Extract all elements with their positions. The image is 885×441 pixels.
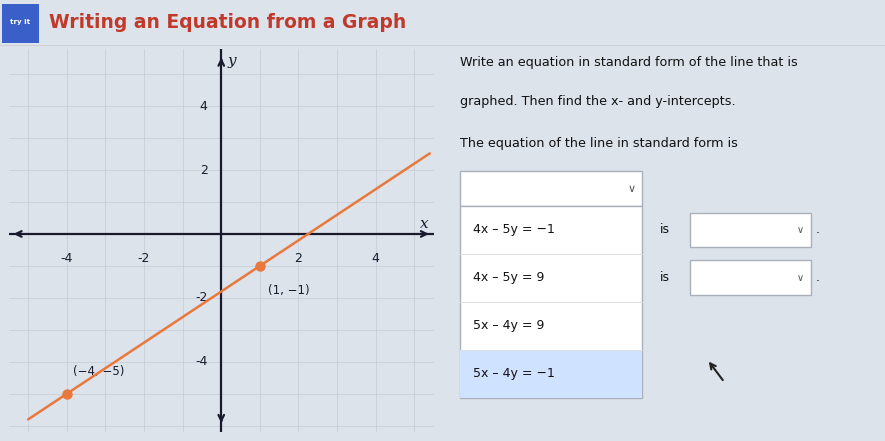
Bar [2,4,39,43]
Text: Writing an Equation from a Graph: Writing an Equation from a Graph [49,13,406,32]
Text: x: x [419,217,428,231]
Bar [689,261,812,295]
Text: is: is [659,271,669,284]
Text: 4: 4 [200,100,208,112]
Text: ∨: ∨ [796,225,804,235]
Text: -4: -4 [196,355,208,368]
Text: is: is [659,223,669,236]
Text: 2: 2 [295,251,303,265]
Text: Write an equation in standard form of the line that is: Write an equation in standard form of th… [460,56,797,69]
Text: 2: 2 [200,164,208,176]
Text: .: . [816,223,820,236]
Text: (1, −1): (1, −1) [267,284,309,296]
Text: (−4, −5): (−4, −5) [73,365,124,378]
Bar [460,206,643,398]
Bar [460,350,643,398]
Text: ∨: ∨ [796,273,804,283]
Text: y: y [227,54,236,68]
Text: 5x – 4y = −1: 5x – 4y = −1 [473,367,555,380]
Text: ∨: ∨ [627,183,635,194]
Text: try it: try it [11,19,30,25]
Text: -2: -2 [196,292,208,304]
Text: .: . [816,271,820,284]
Text: -4: -4 [60,251,73,265]
Text: The equation of the line in standard form is: The equation of the line in standard for… [460,137,738,150]
Text: 4: 4 [372,251,380,265]
Bar [689,213,812,247]
Text: 4x – 5y = −1: 4x – 5y = −1 [473,223,555,236]
Text: graphed. Then find the x- and y-intercepts.: graphed. Then find the x- and y-intercep… [460,94,735,108]
Text: 5x – 4y = 9: 5x – 4y = 9 [473,319,544,332]
Text: 4x – 5y = 9: 4x – 5y = 9 [473,271,544,284]
Text: -2: -2 [138,251,150,265]
Bar [460,171,643,206]
